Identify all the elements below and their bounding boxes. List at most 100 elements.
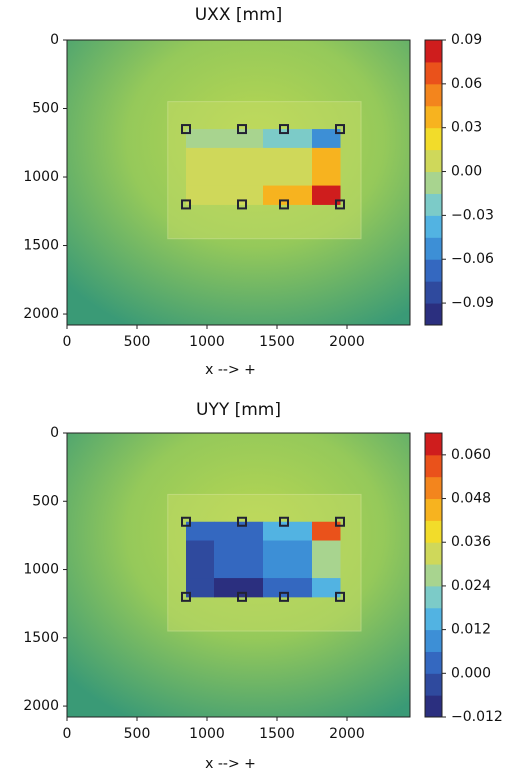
y-tick-label: 1000	[23, 169, 59, 185]
marker	[279, 199, 289, 210]
colorbar-band	[425, 127, 442, 151]
x-tick-label: 1000	[189, 726, 225, 742]
x-axis-label: x --> +	[205, 362, 256, 378]
colorbar-tick-label: 0.000	[451, 665, 491, 681]
y-tick-label: 500	[32, 493, 59, 509]
y-tick-label: 2000	[23, 698, 59, 714]
colorbar-band	[425, 520, 442, 543]
colorbar-band	[425, 149, 442, 173]
colorbar-frame	[424, 39, 443, 326]
colorbar-band	[425, 303, 442, 326]
colorbar-tick-label: 0.012	[451, 622, 491, 638]
contour-cell	[214, 147, 264, 187]
contour-cell	[312, 521, 341, 542]
x-tick-label: 0	[63, 726, 72, 742]
colorbar-band	[425, 83, 442, 107]
colorbar-band	[425, 607, 442, 631]
colorbar-tick-label: −0.012	[451, 709, 503, 725]
y-tick-label: 1000	[23, 562, 59, 578]
colorbar-tick-label: 0.03	[451, 120, 482, 136]
x-tick-label: 2000	[329, 726, 365, 742]
contour-cell	[263, 540, 313, 579]
chart-title: UYY [mm]	[196, 400, 281, 420]
colorbar-band	[425, 105, 442, 129]
contour-cell	[214, 540, 264, 579]
marker	[181, 516, 191, 527]
colorbar-band	[425, 695, 442, 718]
contour-cell	[186, 129, 215, 149]
y-tick-label: 0	[50, 32, 59, 48]
contour-cell	[263, 185, 313, 205]
contour-cell	[263, 578, 313, 598]
contour-cell	[312, 129, 341, 149]
colorbar-band	[425, 171, 442, 194]
colorbar-band	[425, 564, 442, 587]
colorbar-band	[425, 40, 442, 63]
colorbar-band	[425, 61, 442, 85]
axes-frame	[66, 432, 411, 718]
contour-cell	[312, 578, 341, 598]
colorbar-band	[425, 454, 442, 478]
colorbar-tick-label: 0.06	[451, 76, 482, 92]
contour-cell	[312, 185, 341, 205]
marker	[237, 124, 247, 135]
x-tick-label: 2000	[329, 334, 365, 350]
contour-cell	[214, 578, 264, 598]
colorbar-band	[425, 259, 442, 282]
marker	[237, 199, 247, 210]
x-tick-label: 500	[124, 334, 151, 350]
x-tick-label: 1500	[259, 334, 295, 350]
contour-cell	[263, 521, 313, 542]
contour-cell	[186, 185, 215, 205]
marker	[335, 516, 345, 527]
x-tick-label: 1500	[259, 726, 295, 742]
marker	[335, 199, 345, 210]
colorbar-tick-label: −0.06	[451, 251, 494, 267]
colorbar-band	[425, 281, 442, 304]
contour-cell	[263, 129, 313, 149]
colorbar-frame	[424, 432, 443, 718]
colorbar-band	[425, 542, 442, 565]
marker	[279, 591, 289, 602]
contour-cell	[312, 540, 341, 579]
y-tick-label: 1500	[23, 630, 59, 646]
x-tick-label: 0	[63, 334, 72, 350]
marker	[335, 124, 345, 135]
contour-cell	[263, 147, 313, 187]
contour-cell	[186, 147, 215, 187]
marker	[181, 199, 191, 210]
contour-cell	[214, 521, 264, 542]
marker	[181, 591, 191, 602]
colorbar-band	[425, 215, 442, 238]
chart-title: UXX [mm]	[195, 5, 283, 25]
colorbar-band	[425, 651, 442, 674]
marker	[181, 124, 191, 135]
colorbar-tick-label: −0.03	[451, 207, 494, 223]
colorbar-tick-label: 0.036	[451, 534, 491, 550]
y-tick-label: 0	[50, 425, 59, 441]
y-tick-label: 2000	[23, 306, 59, 322]
contour-cell	[186, 578, 215, 598]
marker	[279, 516, 289, 527]
x-axis-label: x --> +	[205, 756, 256, 772]
marker	[237, 516, 247, 527]
colorbar-band	[425, 498, 442, 521]
colorbar-band	[425, 585, 442, 609]
colorbar-band	[425, 476, 442, 500]
colorbar-band	[425, 433, 442, 456]
contour-cell	[214, 129, 264, 149]
contour-cell	[186, 521, 215, 542]
colorbar-tick-label: 0.060	[451, 447, 491, 463]
colorbar-band	[425, 673, 442, 696]
colorbar-band	[425, 237, 442, 260]
marker	[335, 591, 345, 602]
contour-cell	[312, 147, 341, 187]
contour-cell	[186, 540, 215, 579]
marker	[237, 591, 247, 602]
colorbar-band	[425, 193, 442, 216]
marker	[279, 124, 289, 135]
colorbar-tick-label: −0.09	[451, 295, 494, 311]
colorbar-tick-label: 0.00	[451, 164, 482, 180]
y-tick-label: 500	[32, 101, 59, 117]
